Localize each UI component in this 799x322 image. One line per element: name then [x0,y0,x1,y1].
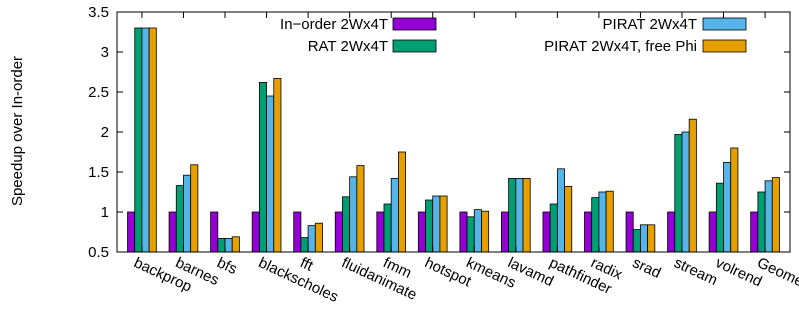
bar-fft-series-2 [300,237,309,253]
bar-srad-series-4 [647,224,656,253]
bar-pathfinder-series-4 [564,185,573,253]
legend-swatch-series-4 [702,39,747,53]
bar-bfs-series-1 [210,211,219,253]
legend-label-series-4: PIRAT 2Wx4T, free Phi [544,38,697,55]
bar-blackscholes-series-1 [251,211,260,253]
y-axis-title: Speedup over In-order [9,56,26,206]
bar-fft-series-1 [293,211,302,253]
bar-blackscholes-series-4 [273,78,282,253]
bar-srad-series-2 [632,229,641,253]
bar-fft-series-3 [307,225,316,253]
y-tick-label: 0.5 [88,244,109,261]
x-tick-label-blackscholes: blackscholes [256,254,341,306]
legend-swatch-series-3 [702,17,747,31]
bar-hotspot-series-2 [425,199,434,253]
bar-lavamd-series-3 [515,177,524,253]
y-tick-label: 2 [101,124,109,141]
bar-lavamd-series-2 [508,177,517,253]
x-tick-label-bfs: bfs [214,254,239,278]
bar-barnes-series-3 [183,174,192,253]
y-tick-label: 1 [101,204,109,221]
bar-stream-series-2 [674,133,683,253]
bar-radix-series-2 [591,197,600,253]
bar-bfs-series-2 [217,237,226,253]
bar-backprop-series-4 [148,27,157,253]
bar-fmm-series-4 [397,151,406,253]
bar-stream-series-4 [688,118,697,253]
bar-backprop-series-2 [134,27,143,253]
bar-srad-series-3 [640,224,649,253]
bar-lavamd-series-1 [501,211,510,253]
bar-fluidanimate-series-1 [334,211,343,253]
bar-backprop-series-3 [141,27,150,253]
x-tick-label-stream: stream [671,254,720,289]
bar-bfs-series-3 [224,237,233,253]
bar-volrend-series-4 [730,147,739,253]
x-tick-label-volrend: volrend [713,254,765,290]
bar-pathfinder-series-2 [549,203,558,253]
bar-stream-series-3 [681,131,690,253]
bar-radix-series-3 [598,191,607,253]
bar-volrend-series-1 [708,211,717,253]
bar-pathfinder-series-1 [542,211,551,253]
bar-pathfinder-series-3 [556,168,565,253]
bar-backprop-series-1 [127,211,136,253]
bar-fluidanimate-series-4 [356,165,365,253]
bar-hotspot-series-4 [439,195,448,253]
bar-kmeans-series-1 [459,211,468,253]
bar-Geomean-series-2 [757,191,766,253]
bar-blackscholes-series-3 [266,95,275,253]
bar-fluidanimate-series-3 [349,176,358,253]
bar-volrend-series-2 [715,182,724,253]
bar-fmm-series-1 [376,211,385,253]
x-tick-label-hotspot: hotspot [422,254,475,291]
bar-kmeans-series-4 [481,210,490,253]
bar-lavamd-series-4 [522,177,531,253]
bar-radix-series-4 [605,190,614,253]
legend-label-series-1: In−order 2Wx4T [280,16,388,33]
bar-stream-series-1 [667,211,676,253]
bar-Geomean-series-1 [750,211,759,253]
bar-radix-series-1 [584,211,593,253]
bar-fmm-series-2 [383,203,392,253]
bar-bfs-series-4 [231,236,240,253]
bar-fmm-series-3 [390,177,399,253]
legend-swatch-series-1 [392,17,437,31]
y-tick-label: 1.5 [88,164,109,181]
bar-volrend-series-3 [723,161,732,253]
bar-kmeans-series-3 [473,209,482,253]
bar-Geomean-series-4 [771,177,780,253]
bar-fluidanimate-series-2 [342,196,351,253]
bar-blackscholes-series-2 [258,82,267,253]
bar-srad-series-1 [625,211,634,253]
bar-barnes-series-4 [190,164,199,253]
bar-barnes-series-2 [175,185,184,253]
bar-hotspot-series-1 [417,211,426,253]
y-tick-label: 3.5 [88,4,109,21]
y-tick-label: 3 [101,44,109,61]
y-tick-label: 2.5 [88,84,109,101]
legend-label-series-3: PIRAT 2Wx4T [603,16,697,33]
bars-group [127,27,780,253]
bar-hotspot-series-3 [432,195,441,253]
x-tick-label-srad: srad [630,254,664,282]
bar-Geomean-series-3 [764,180,773,253]
bar-kmeans-series-2 [466,216,475,253]
legend-label-series-2: RAT 2Wx4T [308,38,388,55]
legend-swatch-series-2 [392,39,437,53]
legend: In−order 2Wx4T RAT 2Wx4T PIRAT 2Wx4T PIRAT … [280,16,747,55]
bar-barnes-series-1 [168,211,177,253]
bar-fft-series-4 [314,222,323,253]
ticks-group: 0.5 1 1.5 2 2.5 3 3.5 [88,4,790,261]
